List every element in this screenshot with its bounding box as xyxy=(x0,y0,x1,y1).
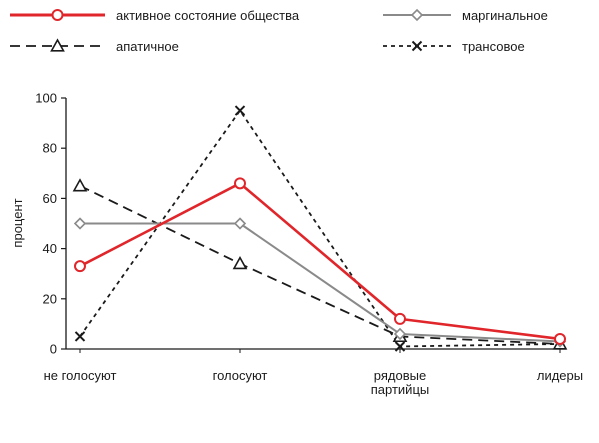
y-tick-label: 40 xyxy=(43,241,57,256)
data-point xyxy=(72,178,88,192)
series-layer xyxy=(79,109,561,348)
data-point xyxy=(234,177,246,190)
legend-marker xyxy=(410,8,424,22)
data-point xyxy=(73,217,87,230)
y-tick-label: 80 xyxy=(43,141,57,156)
series-line xyxy=(79,185,561,345)
data-point xyxy=(393,327,407,341)
series-line xyxy=(80,222,561,343)
x-tick-label: рядовые партийцы xyxy=(371,368,429,397)
data-point xyxy=(74,260,86,273)
legend-marker xyxy=(50,38,65,52)
legend-item: апатичное xyxy=(10,38,179,54)
legend-label: трансовое xyxy=(462,39,525,54)
data-point xyxy=(232,256,248,270)
legend: активное состояние общества маргинальное а… xyxy=(10,8,548,54)
legend-marker xyxy=(51,9,64,21)
y-tick-label: 0 xyxy=(50,342,57,357)
data-point xyxy=(394,341,406,352)
axes: 0 20 40 60 80 100 процент не голосуют голосуют ря… xyxy=(10,91,583,398)
data-point xyxy=(74,331,86,342)
data-point xyxy=(394,312,406,325)
legend-label: маргинальное xyxy=(462,8,548,23)
legend-item: маргинальное xyxy=(383,8,548,23)
x-tick-label: не голосуют xyxy=(44,368,117,383)
series-line xyxy=(79,182,561,341)
y-tick-label: 100 xyxy=(35,91,57,106)
data-point xyxy=(554,332,566,345)
marker-layer xyxy=(72,105,568,352)
x-tick-label: голосуют xyxy=(213,368,268,383)
x-tick-label: лидеры xyxy=(537,368,583,383)
y-tick-label: 60 xyxy=(43,191,57,206)
legend-label: активное состояние общества xyxy=(116,8,300,23)
y-axis-title: процент xyxy=(10,198,25,247)
legend-label: апатичное xyxy=(116,39,179,54)
data-point xyxy=(233,217,247,230)
legend-marker xyxy=(411,40,423,52)
y-tick-label: 20 xyxy=(43,291,57,306)
legend-item: активное состояние общества xyxy=(10,8,300,23)
data-point xyxy=(234,105,246,116)
legend-item: трансовое xyxy=(383,39,525,54)
